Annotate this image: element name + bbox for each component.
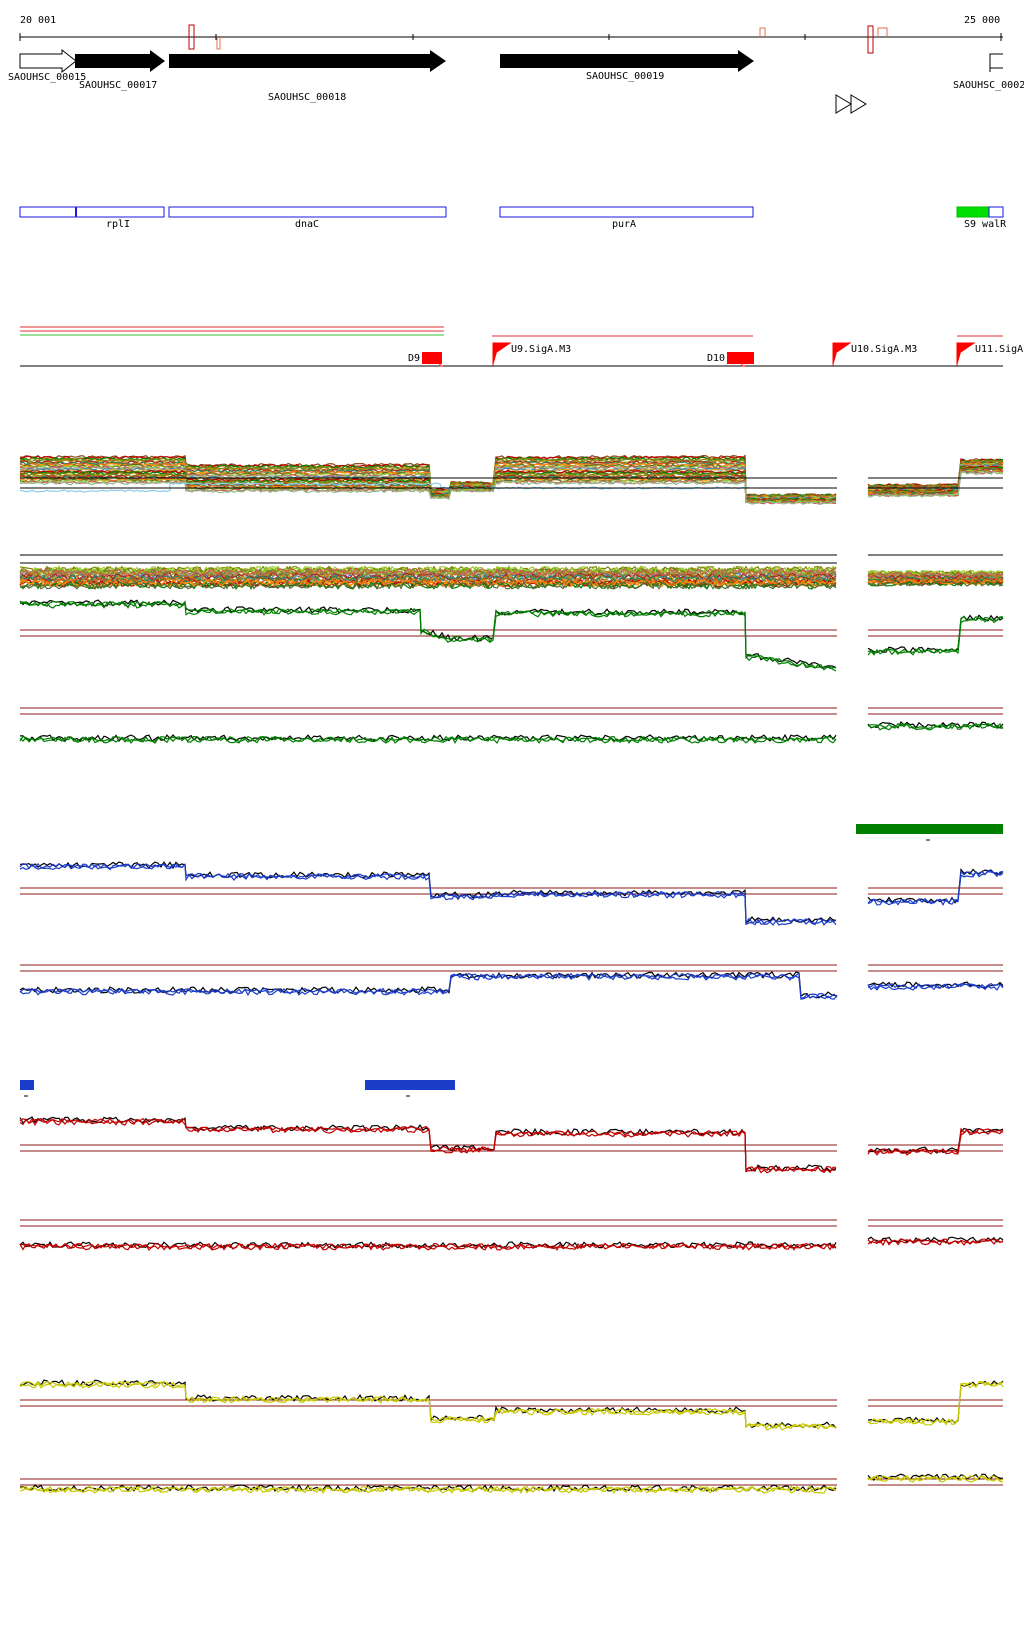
multi-sample-line-a (19, 478, 837, 504)
multi-sample-line-a (19, 457, 837, 498)
coverage-line-right (867, 1129, 1004, 1156)
coverage-line-main (19, 972, 838, 1000)
coverage-line (19, 971, 838, 999)
multi-sample-line-b-right (867, 580, 1004, 587)
promoter-D9-flag[interactable] (422, 352, 442, 364)
coverage-line-main-right (867, 1380, 1004, 1424)
gene-arrow-00019[interactable] (500, 50, 754, 72)
gene-name-rplI: rplI (106, 219, 130, 230)
gene-label-0002: SAOUHSC_0002 (953, 80, 1024, 91)
coverage-line-main-right (867, 722, 1004, 730)
coverage-line (19, 733, 837, 743)
coverage-line-right (867, 1380, 1004, 1424)
multi-sample-line-b (19, 567, 837, 577)
coverage-line-main-right (867, 1127, 1004, 1155)
multi-sample-line-b (19, 576, 837, 586)
multi-sample-line-b-right (867, 571, 1004, 579)
multi-sample-line-b (19, 569, 837, 579)
coverage-line-right (867, 1381, 1004, 1426)
multi-sample-line-b (19, 578, 837, 588)
coordinate-ruler: 20 001 25 000 (19, 15, 1003, 54)
coverage-line (19, 1379, 837, 1429)
ruler-end-label: 25 000 (964, 15, 1000, 26)
gene-label-00018: SAOUHSC_00018 (268, 92, 346, 103)
gene-arrow-00017[interactable] (75, 50, 165, 72)
multi-sample-line-a (19, 477, 837, 505)
gene-box-walR[interactable] (956, 206, 990, 218)
coverage-line (19, 736, 837, 745)
promoter-label-U11: U11.SigA (975, 344, 1023, 355)
promoter-label-D10: D10 (707, 353, 725, 364)
ruler-start-label: 20 001 (20, 15, 56, 26)
gene-box-purA[interactable] (499, 206, 754, 218)
gene-box-rplI[interactable] (19, 206, 165, 218)
coverage-line (19, 600, 837, 672)
coverage-line-main (19, 1117, 837, 1173)
coverage-line-main (20, 1242, 837, 1250)
multi-sample-line-a (19, 466, 837, 501)
promoter-U9-flag[interactable] (492, 342, 512, 366)
coverage-line-main (19, 1485, 837, 1493)
gene-label-00019: SAOUHSC_00019 (586, 71, 664, 82)
promoter-track: D9 U9.SigA.M3 D10 U10.SigA.M3 U11.SigA (20, 326, 1023, 367)
blue-feature-bar-1[interactable] (20, 1080, 34, 1090)
promoter-label-U9: U9.SigA.M3 (511, 344, 571, 355)
coverage-line-main-right (867, 615, 1004, 655)
coverage-line-right (867, 617, 1004, 656)
coverage-line-right (867, 614, 1004, 654)
promoter-D10-flag[interactable] (727, 352, 754, 364)
coverage-line-main (19, 1380, 837, 1430)
promoter-U10-flag[interactable] (832, 342, 852, 366)
gene-box-dnaC[interactable] (168, 206, 447, 218)
gene-name-track: rplI dnaC purA S9 walR (19, 206, 1007, 230)
coverage-line-main (19, 600, 837, 671)
gene-name-walR: S9 walR (964, 219, 1007, 230)
coverage-line-main-right (867, 869, 1004, 904)
promoter-U11-flag[interactable] (956, 342, 976, 366)
coverage-line-main (19, 862, 837, 925)
coverage-line (19, 1381, 837, 1431)
gene-name-dnaC: dnaC (295, 219, 319, 230)
multi-sample-line-a (20, 470, 836, 502)
multi-sample-line-a-right (867, 470, 1004, 498)
coverage-line-main-right (867, 1474, 1004, 1482)
multi-sample-line-a (19, 462, 837, 500)
multi-sample-line-b (19, 580, 837, 591)
expression-tracks (19, 454, 1004, 1495)
coverage-line-main (19, 735, 837, 743)
coverage-line-main-right (867, 983, 1004, 990)
coverage-line (19, 861, 837, 924)
coverage-line (19, 1117, 836, 1174)
multi-sample-line-b-right (867, 574, 1004, 581)
gene-track: SAOUHSC_00015 SAOUHSC_00017 SAOUHSC_0001… (8, 48, 1024, 114)
promoter-label-U10: U10.SigA.M3 (851, 344, 917, 355)
gene-label-00017: SAOUHSC_00017 (79, 80, 157, 91)
gene-label-00015: SAOUHSC_00015 (8, 72, 86, 83)
gene-name-purA: purA (612, 219, 636, 230)
gene-arrow-0002[interactable] (989, 53, 1003, 69)
coverage-line (19, 1486, 837, 1495)
multi-sample-line-a (19, 480, 837, 505)
multi-sample-line-b-right (867, 577, 1004, 584)
multi-sample-line-a (19, 478, 837, 505)
gene-arrow-00018[interactable] (169, 50, 446, 72)
blue-feature-bar-2[interactable] (365, 1080, 455, 1090)
green-feature-bar[interactable] (856, 824, 1003, 834)
promoter-label-D9: D9 (408, 353, 420, 364)
gene-arrow-00015[interactable] (19, 48, 77, 74)
coverage-line (19, 1116, 837, 1172)
terminator-icon (835, 94, 852, 114)
coverage-line-main-right (867, 1238, 1004, 1245)
